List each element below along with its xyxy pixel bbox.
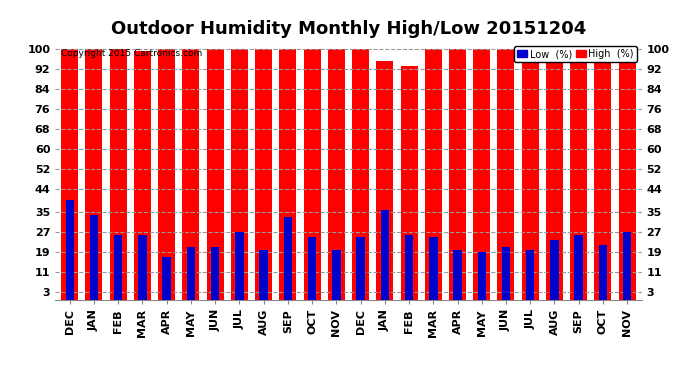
Title: Outdoor Humidity Monthly High/Low 20151204: Outdoor Humidity Monthly High/Low 201512… [111,20,586,38]
Bar [308,237,316,300]
Bar [429,237,437,300]
Bar [138,235,147,300]
Bar [453,250,462,300]
Bar [187,247,195,300]
Bar [86,49,102,300]
Bar [473,49,490,300]
Bar [90,214,98,300]
Bar [449,49,466,300]
Bar [61,49,78,300]
Bar [356,237,365,300]
Bar [304,49,321,300]
Bar [259,250,268,300]
Bar [619,49,635,300]
Bar [550,240,559,300]
Bar [401,66,417,300]
Bar [526,250,535,300]
Bar [328,49,345,300]
Bar [595,49,611,300]
Bar [623,232,631,300]
Bar [332,250,341,300]
Bar [352,49,369,300]
Bar [66,200,74,300]
Bar [502,247,510,300]
Bar [158,49,175,300]
Bar [134,51,151,300]
Bar [235,232,244,300]
Bar [211,247,219,300]
Bar [284,217,292,300]
Bar [162,257,171,300]
Bar [207,49,224,300]
Legend: Low  (%), High  (%): Low (%), High (%) [514,46,637,62]
Bar [497,49,515,300]
Bar [279,49,296,300]
Bar [114,235,122,300]
Text: Copyright 2015 Cartronics.com: Copyright 2015 Cartronics.com [61,49,202,58]
Bar [182,49,199,300]
Bar [425,49,442,300]
Bar [376,62,393,300]
Bar [599,245,607,300]
Bar [575,235,583,300]
Bar [110,49,127,300]
Bar [522,49,539,300]
Bar [570,49,587,300]
Bar [381,210,389,300]
Bar [255,49,272,300]
Bar [546,49,563,300]
Bar [231,49,248,300]
Bar [477,252,486,300]
Bar [405,235,413,300]
